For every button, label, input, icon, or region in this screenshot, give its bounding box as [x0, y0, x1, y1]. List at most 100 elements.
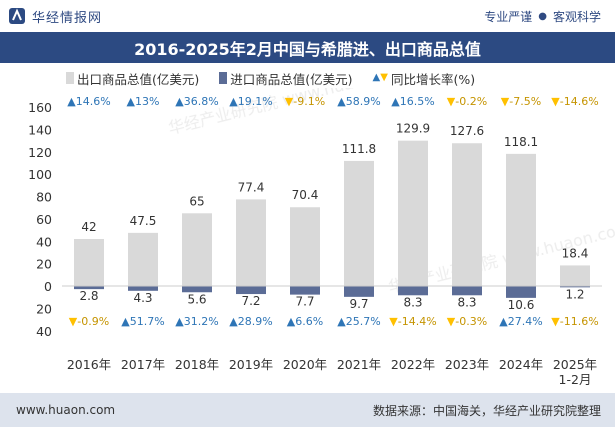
top-bar: 华经情报网 专业严谨 ● 客观科学 [0, 0, 615, 32]
export-value-label: 18.4 [562, 246, 589, 260]
x-tick-label: 2024年 [499, 357, 543, 372]
import-growth-label: ▲27.4% [499, 315, 542, 328]
x-tick-label: 2023年 [445, 357, 489, 372]
import-value-label: 9.7 [349, 297, 368, 311]
x-tick-label: 2019年 [229, 357, 273, 372]
export-bar [560, 265, 590, 286]
export-bar [290, 207, 320, 286]
import-growth-label: ▼-0.3% [447, 315, 487, 328]
chart: 华经产业研究院 www.huaon.com 华经产业研究院 www.huaon.… [28, 88, 615, 387]
tagline-left: 专业严谨 [484, 9, 533, 24]
import-growth-label: ▲51.7% [121, 315, 164, 328]
x-tick-label: 2016年 [67, 357, 111, 372]
y-tick-label: 160 [28, 100, 52, 115]
brand-name: 华经情报网 [32, 10, 103, 26]
up-down-arrow-icon: ▲ ▼ [372, 72, 388, 83]
import-growth-label: ▼-14.4% [389, 315, 436, 328]
export-bar [236, 199, 266, 286]
export-value-label: 42 [81, 220, 96, 234]
tagline-right: 客观科学 [552, 9, 601, 24]
import-bar [452, 286, 482, 296]
y-tick-label: 140 [28, 122, 52, 137]
import-bar [128, 286, 158, 291]
export-growth-label: ▲13% [127, 95, 160, 108]
y-tick-label: 0 [44, 279, 52, 294]
export-bar [128, 232, 158, 286]
export-growth-label: ▼-9.1% [285, 95, 325, 108]
import-value-label: 5.6 [187, 292, 206, 306]
x-tick-label: 2018年 [175, 357, 219, 372]
import-growth-label: ▲6.6% [287, 315, 323, 328]
export-value-label: 129.9 [396, 122, 430, 136]
footer: www.huaon.com 数据来源：中国海关，华经产业研究院整理 [0, 393, 615, 427]
legend-export: 出口商品总值(亿美元) [66, 69, 199, 88]
import-growth-label: ▲31.2% [175, 315, 218, 328]
chart-title-bar: 2016-2025年2月中国与希腊进、出口商品总值 [0, 32, 615, 63]
import-value-label: 2.8 [79, 289, 98, 303]
value-labels: 42 2.8 47.5 4.3 65 5.6 77.4 7.2 70.4 7.7 111.8 9.7 1… [79, 122, 588, 312]
import-value-label: 8.3 [403, 295, 422, 309]
x-tick-label: 2021年 [337, 357, 381, 372]
export-bar [182, 213, 212, 286]
legend-import: 进口商品总值(亿美元) [219, 69, 353, 88]
export-bar [74, 239, 104, 286]
export-growth-label: ▲19.1% [229, 95, 272, 108]
legend: 出口商品总值(亿美元) 进口商品总值(亿美元) ▲ ▼ 同比增长率(%) [66, 69, 495, 87]
export-bars [74, 140, 590, 286]
footer-source: 数据来源：中国海关，华经产业研究院整理 [372, 403, 601, 418]
export-growth-label: ▲14.6% [67, 95, 110, 108]
y-tick-label: 100 [28, 167, 52, 182]
import-growth-label: ▲28.9% [229, 315, 272, 328]
export-value-label: 118.1 [504, 135, 538, 149]
export-swatch [66, 72, 74, 84]
import-growth-label: ▼-0.9% [69, 315, 109, 328]
brand: 华经情报网 [8, 7, 102, 26]
import-bar [398, 286, 428, 296]
export-growth-label: ▲36.8% [175, 95, 218, 108]
tagline-dot-icon: ● [538, 10, 547, 22]
export-growth-label: ▲16.5% [391, 95, 434, 108]
y-tick-label: 40 [36, 324, 52, 339]
y-tick-label: 20 [36, 301, 52, 316]
import-value-label: 10.6 [508, 298, 535, 312]
export-value-label: 65 [189, 194, 204, 208]
export-value-label: 77.4 [238, 180, 265, 194]
export-growth-label: ▼-7.5% [501, 95, 541, 108]
import-value-label: 8.3 [457, 295, 476, 309]
import-value-label: 7.2 [241, 294, 260, 308]
export-value-label: 111.8 [342, 142, 376, 156]
export-bar [506, 153, 536, 286]
import-bar [290, 286, 320, 295]
tagline: 专业严谨 ● 客观科学 [484, 8, 601, 25]
import-swatch [219, 72, 228, 84]
import-bar [506, 286, 536, 298]
x-tick-label: 2017年 [121, 357, 165, 372]
x-axis: 2016年 2017年 2018年 2019年 2020年 2021年 2022年 2023年… [67, 357, 597, 387]
import-bar [344, 286, 374, 297]
import-growth-label: ▲25.7% [337, 315, 380, 328]
import-bars [74, 286, 590, 298]
import-value-label: 7.7 [295, 295, 314, 309]
import-value-label: 1.2 [565, 287, 584, 301]
import-bar [182, 286, 212, 293]
x-tick-label: 2022年 [391, 357, 435, 372]
footer-website-link[interactable]: www.huaon.com [16, 403, 116, 417]
export-bar [398, 140, 428, 286]
legend-import-label: 进口商品总值(亿美元) [230, 71, 353, 87]
import-bar [560, 286, 590, 288]
import-growth-label: ▼-11.6% [551, 315, 598, 328]
y-tick-label: 60 [36, 212, 52, 227]
export-growth-label: ▲58.9% [337, 95, 380, 108]
y-tick-label: 120 [28, 145, 52, 160]
export-growth-label: ▼-14.6% [551, 95, 598, 108]
watermark-logo: 华经产业研究院 www.huaon.com 华经产业研究院 www.huaon.… [166, 88, 615, 297]
export-bar [452, 143, 482, 286]
export-value-label: 127.6 [450, 124, 484, 138]
x-tick-label: 2020年 [283, 357, 327, 372]
import-bar [236, 286, 266, 295]
import-bar [74, 286, 104, 290]
chart-title: 2016-2025年2月中国与希腊进、出口商品总值 [134, 39, 481, 59]
legend-growth: ▲ ▼ 同比增长率(%) [373, 69, 476, 88]
y-tick-label: 20 [36, 257, 52, 272]
export-bar [344, 160, 374, 286]
